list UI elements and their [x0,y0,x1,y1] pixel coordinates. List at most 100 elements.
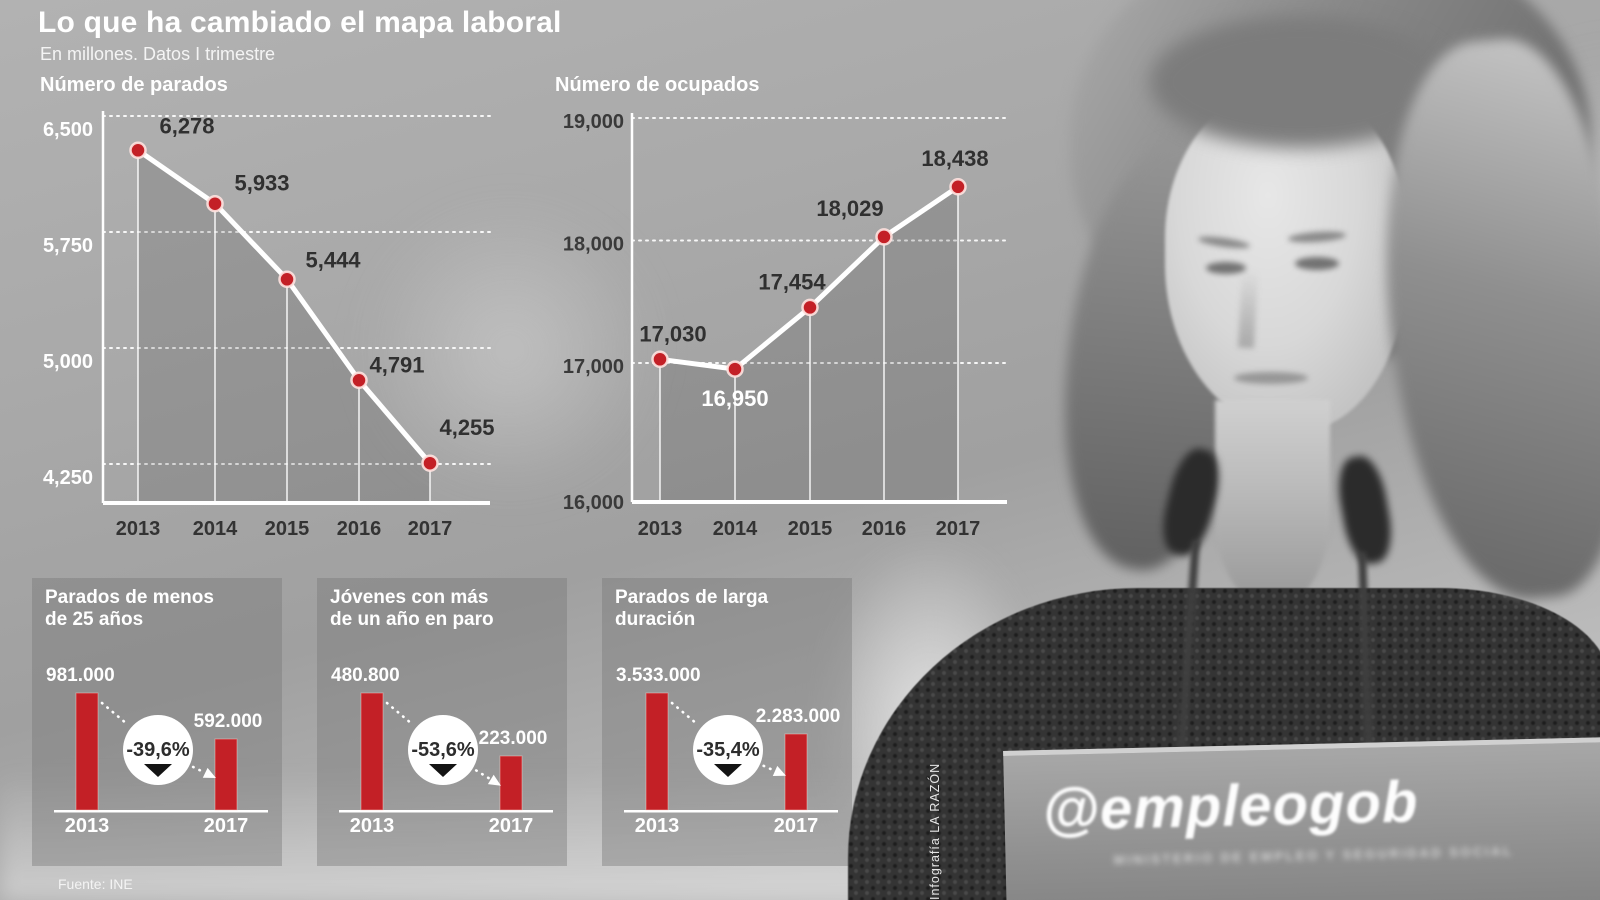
chart-parados: Número de parados 6,500 5,750 5,000 4,250 6,… [35,68,510,543]
value-label: 16,950 [701,386,768,411]
data-point [278,270,296,289]
chart-title-ocupados: Número de ocupados [555,74,760,96]
x-tick-label: 2014 [713,518,758,540]
x-tick-label: 2017 [774,815,819,837]
x-tick-label: 2017 [489,815,534,837]
data-point [651,350,669,369]
panel-jovenes-paro: Jóvenes con más de un año en paro 480.80… [317,578,567,866]
credit-vertical: Infografía LA RAZÓN [928,762,942,900]
panel-jovenes-paro-plot: 480.800 223.000 2013 2017 -53,6% [317,578,567,866]
y-tick-label: 5,750 [43,235,93,257]
percent-badge [693,715,763,785]
dotted-connector [100,701,130,727]
value-label: 981.000 [46,665,115,686]
value-label: 4,791 [369,352,424,377]
panel-larga-duracion-plot: 3.533.000 2.283.000 2013 2017 -35,4% [602,578,852,866]
data-point [129,141,147,160]
microphone-left-icon [1155,444,1227,560]
x-tick-label: 2014 [193,518,238,540]
background-light-blob [1460,60,1600,480]
portrait-mouth [1234,372,1308,384]
arrowhead-icon [202,767,216,779]
x-tick-label: 2016 [337,518,382,540]
sign-subtext: Ministerio de Empleo y Seguridad Social [1113,843,1514,868]
portrait-nose-shadow [1237,269,1259,349]
sign-twitter-handle: @empleogob [1041,769,1420,844]
bar-2013 [75,692,99,811]
value-label: 17,454 [758,269,826,294]
bar-2013 [645,692,669,811]
value-label: 6,278 [159,113,214,138]
value-label: 5,933 [234,171,289,196]
x-tick-label: 2017 [408,518,453,540]
line-chart-svg: 19,000 18,000 17,000 16,000 17,030 16,950 17,4… [563,111,1008,540]
x-tick-label: 2015 [265,518,310,540]
percent-label: -35,4% [696,739,760,761]
data-point [206,194,224,213]
value-label: 5,444 [305,247,361,272]
x-tick-label: 2017 [936,518,981,540]
arrowhead-icon [772,765,786,776]
portrait-hair-fringe [1150,16,1450,148]
area-fill [138,150,430,502]
x-tick-label: 2013 [350,815,395,837]
value-label: 480.800 [331,665,400,686]
data-point [949,178,967,196]
percent-label: -53,6% [411,739,475,761]
x-tick-label: 2013 [116,518,161,540]
y-tick-label: 17,000 [563,356,624,378]
portrait-hair [1032,127,1284,583]
page-subtitle: En millones. Datos I trimestre [40,44,276,64]
portrait-eyebrow [1287,229,1347,245]
x-tick-label: 2013 [65,815,110,837]
bar-2017 [784,733,808,811]
chart-title-parados: Número de parados [40,74,228,96]
panel-title: Parados de menos de 25 años [45,587,214,630]
dotted-connector [762,764,775,772]
value-label: 223.000 [479,728,548,749]
page-title: Lo que ha cambiado el mapa laboral [38,6,562,39]
mini-bar-chart-svg: 480.800 223.000 2013 2017 -53,6% [331,665,553,837]
portrait-hair [1070,0,1590,360]
bar-2017 [499,755,523,811]
mini-bar-chart-svg: 981.000 592.000 2013 2017 -39,6% [46,665,268,837]
value-label: 3.533.000 [616,665,701,686]
data-point [801,298,819,317]
value-label: 2.283.000 [756,706,841,727]
portrait-face [1165,85,1410,430]
arrowhead-icon [487,774,501,786]
chart-ocupados: Número de ocupados 19,000 18,000 17,000 16,… [545,68,1020,543]
y-tick-label: 4,250 [43,467,93,489]
microphone-right-icon [1332,452,1398,568]
portrait-eye [1206,262,1246,274]
value-label: 592.000 [194,711,263,732]
bar-2013 [360,692,384,811]
line-chart-svg: 6,500 5,750 5,000 4,250 6,278 5,933 5,444 4,791… [43,111,495,540]
panel-parados-menos-25-plot: 981.000 592.000 2013 2017 -39,6% [32,578,282,866]
dotted-connector [670,701,700,727]
x-tick-label: 2015 [788,518,833,540]
value-label: 18,438 [921,146,988,171]
chart-parados-plot: 6,500 5,750 5,000 4,250 6,278 5,933 5,444 4,791… [35,98,510,543]
dotted-connector [385,701,415,727]
source-note: Fuente: INE [58,876,133,892]
microphone-left-stem [1176,539,1200,766]
x-tick-label: 2013 [635,815,680,837]
panel-title: Jóvenes con más de un año en paro [330,587,494,630]
percent-label: -39,6% [126,739,190,761]
bar-2017 [214,738,238,811]
lectern-sign: @empleogob Ministerio de Empleo y Seguri… [1003,737,1600,900]
value-label: 17,030 [639,321,706,346]
chart-ocupados-plot: 19,000 18,000 17,000 16,000 17,030 16,950 17,4… [545,98,1020,543]
panel-title: Parados de larga duración [615,587,769,630]
y-tick-label: 19,000 [563,111,624,133]
value-label: 4,255 [439,415,494,440]
data-point [350,371,368,390]
y-tick-label: 16,000 [563,492,624,514]
mini-bar-chart-svg: 3.533.000 2.283.000 2013 2017 -35,4% [616,665,841,837]
data-point [875,228,893,246]
data-point [726,360,744,378]
percent-badge [408,715,478,785]
portrait-neck [1215,400,1330,605]
